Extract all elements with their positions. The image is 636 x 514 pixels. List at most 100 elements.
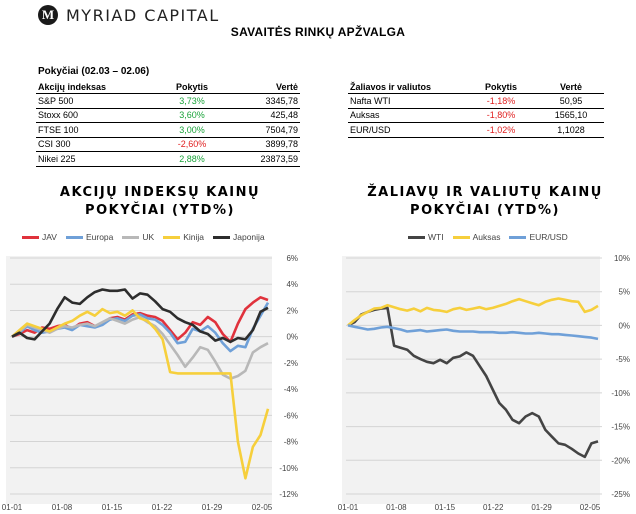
commodities-chart-title-line1: ŽALIAVŲ IR VALIUTŲ KAINŲ (367, 185, 603, 200)
plot-background (342, 256, 600, 504)
x-tick-label: 02-05 (580, 503, 601, 512)
x-tick-label: 01-29 (202, 503, 223, 512)
series-line (347, 324, 599, 341)
x-tick-label: 01-01 (2, 503, 23, 512)
commodity-name: EUR/USD (348, 122, 464, 138)
x-tick-label: 02-05 (252, 503, 273, 512)
index-value: 23873,59 (228, 151, 300, 167)
legend-swatch (122, 235, 140, 239)
equity-chart-title-line1: AKCIJŲ INDEKSŲ KAINŲ (59, 185, 261, 200)
index-change: -2,60% (156, 137, 228, 152)
series-line (347, 297, 599, 327)
x-tick-label: 01-08 (386, 503, 407, 512)
table-row: CSI 300 -2,60% 3899,78 (36, 137, 300, 152)
commodities-table: Žaliavos ir valiutos Pokytis Vertė Nafta… (348, 80, 604, 138)
legend-label: EUR/USD (529, 232, 568, 242)
y-tick-label: 2% (286, 306, 298, 315)
index-name: FTSE 100 (36, 122, 156, 138)
index-change: 2,88% (156, 151, 228, 167)
table-row: EUR/USD -1,02% 1,1028 (348, 122, 604, 138)
commodity-value: 50,95 (538, 93, 604, 109)
index-name: CSI 300 (36, 137, 156, 152)
x-tick-label: 01-08 (52, 503, 73, 512)
equity-chart-title: AKCIJŲ INDEKSŲ KAINŲ POKYČIAI (YTD%) (20, 184, 300, 220)
y-tick-label: -20% (611, 456, 630, 465)
index-name: S&P 500 (36, 93, 156, 109)
legend-item: UK (122, 232, 154, 242)
legend-label: WTI (428, 232, 444, 242)
legend-label: Japonija (233, 232, 265, 242)
commodities-chart: 10% 5% 0% -5% -10% -15% -20% -25% 01-01 01-08 01-1… (338, 254, 630, 512)
x-tick-label: 01-29 (531, 503, 552, 512)
indices-header-change: Pokytis (156, 80, 228, 94)
y-tick-label: 6% (286, 254, 298, 263)
commodity-value: 1565,10 (538, 108, 604, 123)
y-tick-label: -5% (616, 355, 630, 364)
commodities-chart-title-line2: POKYČIAI (YTD%) (410, 203, 560, 218)
index-change: 3,73% (156, 93, 228, 109)
legend-item: Europa (65, 232, 114, 242)
table-row: Nafta WTI -1,18% 50,95 (348, 93, 604, 109)
legend-swatch (452, 235, 470, 239)
commodity-change: -1,80% (464, 108, 538, 123)
legend-label: Auksas (472, 232, 501, 242)
legend-label: Kinija (183, 232, 204, 242)
table-row: FTSE 100 3,00% 7504,79 (36, 122, 300, 138)
y-tick-label: 4% (286, 280, 298, 289)
legend-swatch (408, 235, 425, 239)
legend-item: EUR/USD (509, 232, 568, 242)
index-value: 3899,78 (228, 137, 300, 152)
legend-swatch (163, 235, 181, 239)
legend-label: UK (142, 232, 155, 242)
equity-chart: 6% 4% 2% 0% -2% -4% -6% -8% -10% -12% 01-01 01-08 01… (2, 254, 298, 512)
y-tick-label: 0% (618, 321, 630, 330)
brand-name: MYRIAD CAPITAL (66, 5, 220, 25)
commodities-header-value: Vertė (538, 80, 604, 94)
index-name: Nikei 225 (36, 151, 156, 167)
series-line (347, 306, 599, 459)
x-tick-label: 01-15 (102, 503, 123, 512)
table-row: Stoxx 600 3,60% 425,48 (36, 108, 300, 123)
indices-header-name: Akcijų indeksas (36, 80, 156, 94)
table-row: S&P 500 3,73% 3345,78 (36, 93, 300, 109)
legend-item: WTI (408, 232, 444, 242)
index-value: 425,48 (228, 108, 300, 123)
index-change: 3,00% (156, 122, 228, 138)
y-tick-label: -8% (284, 438, 298, 447)
indices-header-value: Vertė (228, 80, 300, 94)
report-title: SAVAITĖS RINKŲ APŽVALGA (230, 25, 406, 39)
commodity-change: -1,18% (464, 93, 538, 109)
y-tick-label: -10% (279, 464, 298, 473)
y-tick-label: -10% (611, 389, 630, 398)
legend-swatch (509, 235, 527, 239)
commodities-chart-legend: WTI Auksas EUR/USD (408, 232, 577, 242)
table-row: Auksas -1,80% 1565,10 (348, 108, 604, 123)
series-line (11, 288, 269, 344)
series-line (11, 307, 270, 480)
legend-item: JAV (22, 232, 57, 242)
legend-item: Auksas (452, 232, 501, 242)
equity-chart-title-line2: POKYČIAI (YTD%) (85, 203, 235, 218)
commodity-value: 1,1028 (538, 122, 604, 138)
commodity-change: -1,02% (464, 122, 538, 138)
y-tick-label: 0% (286, 333, 298, 342)
plot-background (6, 256, 272, 504)
index-value: 3345,78 (228, 93, 300, 109)
y-tick-label: -12% (279, 490, 298, 499)
y-tick-label: -4% (284, 385, 298, 394)
y-tick-label: -25% (611, 490, 630, 499)
legend-swatch (213, 235, 230, 239)
index-name: Stoxx 600 (36, 108, 156, 123)
commodities-header-change: Pokytis (464, 80, 538, 94)
y-tick-label: 5% (618, 288, 630, 297)
commodity-name: Auksas (348, 108, 464, 123)
equity-chart-legend: JAV Europa UK Kinija Japonija (22, 232, 274, 242)
commodities-header-name: Žaliavos ir valiutos (348, 80, 464, 94)
changes-title: Pokyčiai (02.03 – 02.06) (38, 66, 150, 77)
legend-label: Europa (85, 232, 114, 242)
commodities-chart-title: ŽALIAVŲ IR VALIUTŲ KAINŲ POKYČIAI (YTD%) (340, 184, 630, 220)
x-tick-label: 01-15 (435, 503, 456, 512)
index-change: 3,60% (156, 108, 228, 123)
x-tick-label: 01-22 (483, 503, 504, 512)
legend-label: JAV (42, 232, 57, 242)
